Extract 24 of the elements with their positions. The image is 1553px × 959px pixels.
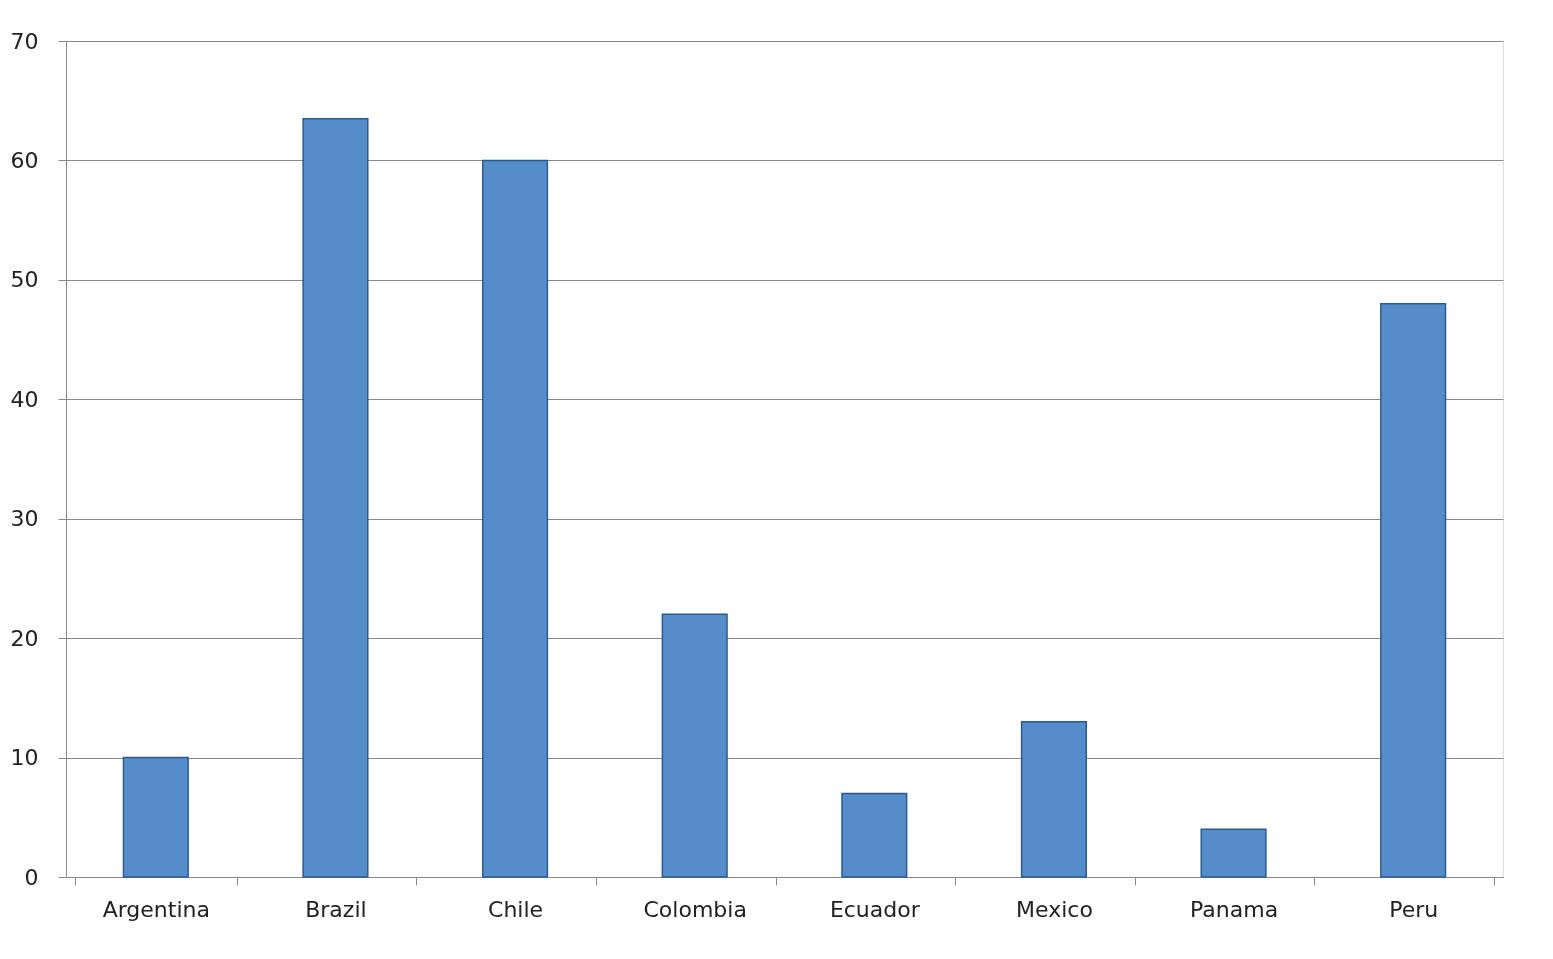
- y-tick-label: 10: [10, 745, 39, 771]
- x-tick-label: Mexico: [1016, 896, 1093, 922]
- bar: [1020, 720, 1088, 878]
- x-tick-label: Chile: [488, 896, 544, 922]
- y-tick-label: 0: [24, 864, 39, 890]
- bar: [841, 792, 908, 878]
- y-tick-label: 70: [10, 28, 39, 54]
- x-tick-label: Colombia: [643, 896, 747, 922]
- bar: [302, 117, 369, 878]
- y-tick-label: 30: [10, 506, 39, 532]
- bar: [1380, 302, 1447, 878]
- x-tick-label: Peru: [1389, 896, 1439, 922]
- y-tick-label: 50: [10, 267, 39, 293]
- y-tick-label: 20: [10, 625, 39, 651]
- x-tick-label: Ecuador: [829, 896, 921, 922]
- x-tick-label: Panama: [1190, 896, 1279, 922]
- bar: [1200, 828, 1267, 878]
- bar: [661, 613, 728, 878]
- y-tick-label: 40: [10, 386, 39, 412]
- bar: [481, 159, 549, 878]
- y-tick-label: 60: [10, 147, 39, 173]
- x-tick-label: Argentina: [102, 896, 210, 922]
- bar: [122, 756, 189, 878]
- x-tick-label: Brazil: [305, 896, 367, 922]
